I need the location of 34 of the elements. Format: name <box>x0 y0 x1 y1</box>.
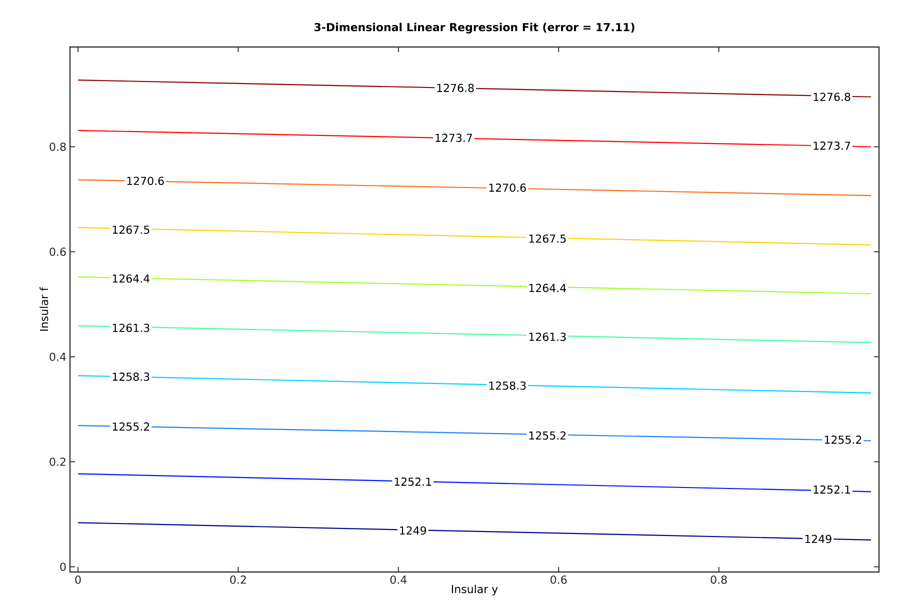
annotation: 1252.1 <box>394 478 432 486</box>
annotation: 1249 <box>805 534 832 544</box>
x-tick-label: 0.8 <box>710 576 727 584</box>
y-tick-label: 0.4 <box>50 352 66 361</box>
annotation: 1252.1 <box>814 485 850 494</box>
y-axis-title: Insular f <box>40 286 48 331</box>
annotation: 1267.5 <box>112 226 150 234</box>
x-tick-label: 0.2 <box>230 576 246 584</box>
annotation: 1255.2 <box>824 436 862 444</box>
annotation: 1249 <box>400 526 426 535</box>
x-tick-label: 0 <box>75 576 81 584</box>
annotation: 1273.7 <box>814 142 850 150</box>
annotation: 1255.2 <box>529 431 566 440</box>
x-tick-label: 0.6 <box>550 576 567 584</box>
annotation: 1258.3 <box>112 372 150 381</box>
annotation: 1276.8 <box>437 84 474 92</box>
y-tick-label: 0.6 <box>50 248 66 256</box>
annotation: 1276.8 <box>814 92 850 102</box>
annotation: 1267.5 <box>529 234 566 243</box>
y-tick-label: 0.2 <box>50 458 66 466</box>
y-tick-label: 0.8 <box>50 142 66 151</box>
annotation: 1261.3 <box>529 332 566 341</box>
annotation: 1264.4 <box>529 284 566 292</box>
annotation: 1258.3 <box>489 381 526 390</box>
chart-title: 3-Dimensional Linear Regression Fit (error = 17.11) <box>314 22 634 34</box>
annotation: 1261.3 <box>112 324 150 332</box>
annotation: 1273.7 <box>436 134 472 142</box>
x-axis-title: Insular y <box>452 584 498 596</box>
y-tick-label: 0 <box>60 562 66 571</box>
annotation: 1270.6 <box>127 176 164 186</box>
annotation: 1255.2 <box>112 422 150 431</box>
annotation: 1264.4 <box>112 274 150 283</box>
annotation: 1270.6 <box>489 184 526 192</box>
x-tick-label: 0.4 <box>390 576 407 584</box>
